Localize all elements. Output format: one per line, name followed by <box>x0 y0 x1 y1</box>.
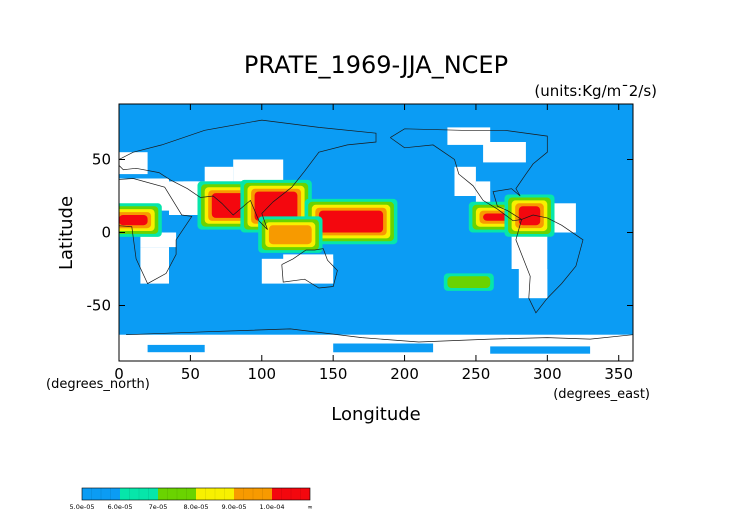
rain-band <box>447 276 491 288</box>
chart-title: PRATE_1969-JJA_NCEP <box>244 51 508 79</box>
colorbar-swatch <box>82 488 120 500</box>
dry-region <box>233 159 284 182</box>
plot-area <box>118 103 634 362</box>
y-tick-label: -50 <box>87 297 112 315</box>
dry-region <box>454 166 476 196</box>
colorbar-label: 7e-05 <box>149 503 168 511</box>
coastline <box>126 328 633 343</box>
dry-region <box>483 142 526 163</box>
colorbar-swatch <box>234 488 272 500</box>
dry-region <box>140 247 169 284</box>
x-tick-label: 350 <box>604 365 633 383</box>
x-axis: 0 50 100 150 200 250 300 350 <box>114 104 633 383</box>
x-tick-label: 300 <box>533 365 562 383</box>
dry-region <box>447 127 491 145</box>
coastline <box>281 248 338 289</box>
colorbar-label: 6.0e-05 <box>108 503 133 511</box>
coastline <box>119 178 193 285</box>
y-axis-label: Latitude <box>56 196 77 270</box>
dry-region <box>283 254 334 265</box>
x-tick-label: 0 <box>114 365 124 383</box>
dry-region <box>518 269 548 299</box>
x-tick-label: 100 <box>247 365 276 383</box>
colorbar-frame <box>81 487 311 501</box>
colorbar-swatch <box>158 488 196 500</box>
rain-band <box>254 191 298 221</box>
dry-region <box>119 152 148 175</box>
wet-patch <box>490 346 591 354</box>
dry-region <box>511 232 548 269</box>
wet-patch <box>147 344 205 353</box>
units-label: (units:Kg/m¯2/s) <box>534 82 657 100</box>
colorbar-swatch <box>196 488 234 500</box>
wet-patch <box>333 343 434 353</box>
y-unit-note: (degrees_north) <box>46 377 150 392</box>
coastline <box>515 214 584 314</box>
x-tick-label: 200 <box>390 365 419 383</box>
x-tick-label: 250 <box>462 365 491 383</box>
x-tick-label: 150 <box>319 365 348 383</box>
colorbar-label: 9.0e-05 <box>222 503 247 511</box>
rain-band <box>318 210 384 233</box>
dry-region <box>204 166 234 182</box>
coastline <box>390 128 548 222</box>
rain-band <box>268 225 312 245</box>
x-axis-label: Longitude <box>331 404 421 425</box>
y-tick-label: 50 <box>92 150 111 168</box>
coastline <box>119 119 377 230</box>
y-tick-label: 0 <box>101 224 111 242</box>
colorbar-label: 1.0e-04 <box>260 503 285 511</box>
rain-band <box>518 206 541 226</box>
colorbar-label: ∞ <box>307 503 312 511</box>
colorbar-label: 8.0e-05 <box>184 503 209 511</box>
x-unit-note: (degrees_east) <box>553 387 650 402</box>
x-tick-label: 50 <box>181 365 200 383</box>
colorbar-label: 5.0e-05 <box>70 503 95 511</box>
rain-band <box>119 215 148 226</box>
y-axis: -50 0 50 <box>87 150 633 315</box>
colorbar-swatch <box>272 488 310 500</box>
colorbar: 5.0e-05 6.0e-05 7e-05 8.0e-05 9.0e-05 1.0e-04… <box>70 487 313 511</box>
colorbar-swatch <box>120 488 158 500</box>
